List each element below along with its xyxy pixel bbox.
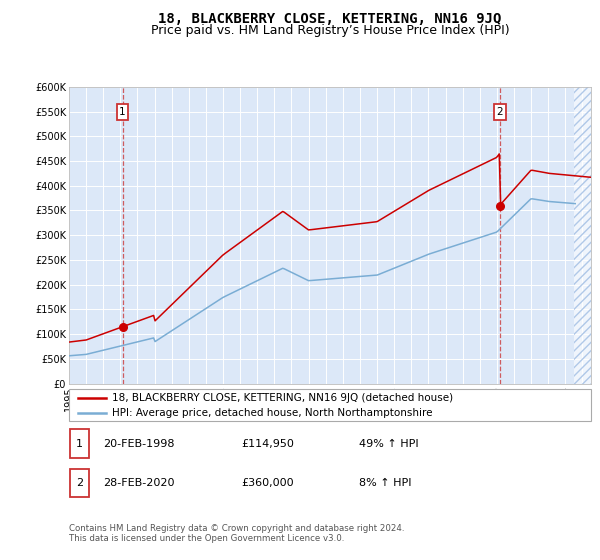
FancyBboxPatch shape xyxy=(70,430,89,458)
Text: 20-FEB-1998: 20-FEB-1998 xyxy=(103,438,175,449)
Text: Price paid vs. HM Land Registry’s House Price Index (HPI): Price paid vs. HM Land Registry’s House … xyxy=(151,24,509,37)
Text: 2: 2 xyxy=(76,478,83,488)
Text: 18, BLACKBERRY CLOSE, KETTERING, NN16 9JQ: 18, BLACKBERRY CLOSE, KETTERING, NN16 9J… xyxy=(158,12,502,26)
Bar xyxy=(574,87,591,384)
Text: 1: 1 xyxy=(119,107,126,117)
Text: HPI: Average price, detached house, North Northamptonshire: HPI: Average price, detached house, Nort… xyxy=(112,408,433,418)
FancyBboxPatch shape xyxy=(70,469,89,497)
Text: £360,000: £360,000 xyxy=(241,478,294,488)
Text: Contains HM Land Registry data © Crown copyright and database right 2024.
This d: Contains HM Land Registry data © Crown c… xyxy=(69,524,404,543)
Text: 28-FEB-2020: 28-FEB-2020 xyxy=(103,478,175,488)
FancyBboxPatch shape xyxy=(69,389,591,421)
Text: 18, BLACKBERRY CLOSE, KETTERING, NN16 9JQ (detached house): 18, BLACKBERRY CLOSE, KETTERING, NN16 9J… xyxy=(112,393,453,403)
Text: 2: 2 xyxy=(496,107,503,117)
Text: 49% ↑ HPI: 49% ↑ HPI xyxy=(359,438,418,449)
Text: £114,950: £114,950 xyxy=(241,438,294,449)
Text: 1: 1 xyxy=(76,438,83,449)
Bar xyxy=(574,87,591,384)
Text: 8% ↑ HPI: 8% ↑ HPI xyxy=(359,478,411,488)
